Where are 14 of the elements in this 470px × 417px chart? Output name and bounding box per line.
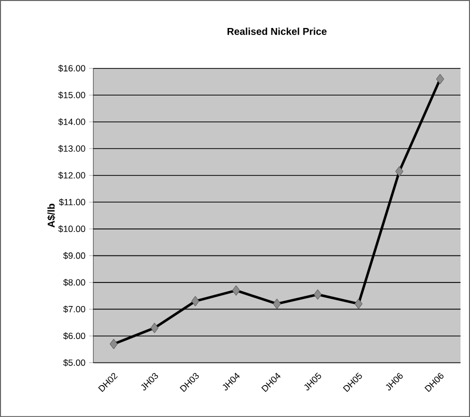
y-axis-title: A$/lb bbox=[47, 204, 56, 228]
y-tick-label: $9.00 bbox=[63, 252, 86, 260]
y-tick-label: $11.00 bbox=[58, 198, 86, 206]
chart-title: Realised Nickel Price bbox=[228, 28, 327, 35]
y-tick-label: $6.00 bbox=[63, 332, 86, 340]
y-tick-label: $14.00 bbox=[58, 118, 86, 126]
y-tick-label: $10.00 bbox=[58, 225, 86, 232]
y-tick-label: $8.00 bbox=[63, 278, 86, 286]
y-tick-label: $15.00 bbox=[58, 91, 86, 99]
y-tick-label: $5.00 bbox=[63, 359, 86, 366]
y-tick-label: $13.00 bbox=[58, 144, 86, 152]
y-tick-label: $7.00 bbox=[63, 306, 86, 313]
y-tick-label: $12.00 bbox=[58, 172, 86, 179]
y-tick-label: $16.00 bbox=[58, 64, 86, 72]
